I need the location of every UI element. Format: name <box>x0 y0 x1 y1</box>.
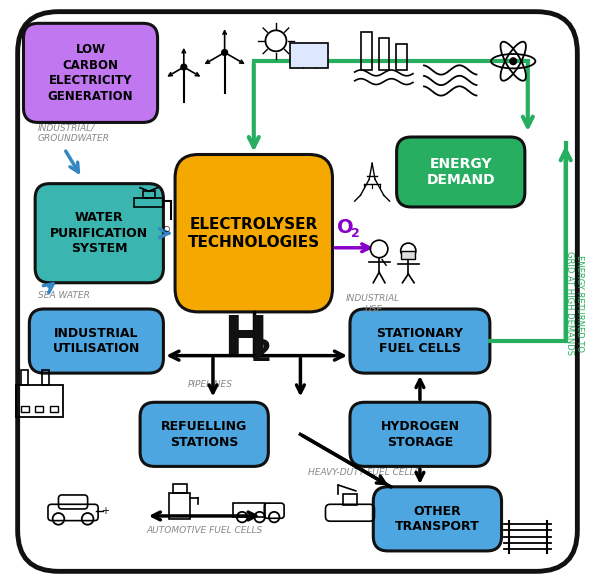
Bar <box>16 385 62 417</box>
Bar <box>396 44 406 70</box>
Bar <box>343 494 357 505</box>
FancyBboxPatch shape <box>23 23 158 122</box>
Circle shape <box>222 50 227 55</box>
FancyBboxPatch shape <box>373 487 502 551</box>
Bar <box>233 503 265 517</box>
Text: O: O <box>337 218 353 237</box>
Text: +: + <box>101 505 109 516</box>
Text: REFUELLING
STATIONS: REFUELLING STATIONS <box>161 420 248 448</box>
Text: LOW
CARBON
ELECTRICITY
GENERATION: LOW CARBON ELECTRICITY GENERATION <box>48 43 133 103</box>
FancyBboxPatch shape <box>350 309 490 373</box>
Text: SEA WATER: SEA WATER <box>38 292 90 300</box>
Circle shape <box>181 64 187 70</box>
Bar <box>173 484 187 493</box>
Bar <box>134 198 164 207</box>
Text: ENERGY
DEMAND: ENERGY DEMAND <box>427 157 495 187</box>
Bar <box>21 406 29 412</box>
Bar <box>361 32 371 70</box>
FancyBboxPatch shape <box>35 184 164 283</box>
Circle shape <box>510 58 516 65</box>
Bar <box>378 38 389 70</box>
FancyBboxPatch shape <box>397 137 525 207</box>
Text: PIPELINES: PIPELINES <box>187 380 233 389</box>
Text: 2: 2 <box>251 338 272 367</box>
Text: HEAVY-DUTY FUEL CELLS: HEAVY-DUTY FUEL CELLS <box>308 468 421 477</box>
Text: AUTOMOTIVE FUEL CELLS: AUTOMOTIVE FUEL CELLS <box>146 526 262 535</box>
Bar <box>143 191 155 198</box>
FancyBboxPatch shape <box>175 154 333 312</box>
Text: OTHER
TRANSPORT: OTHER TRANSPORT <box>395 505 480 533</box>
FancyBboxPatch shape <box>29 309 164 373</box>
Bar <box>35 406 43 412</box>
FancyBboxPatch shape <box>290 43 328 68</box>
FancyBboxPatch shape <box>140 402 268 466</box>
Text: ENERGY RETURNED TO
GRID AT HIGH DEMANDS: ENERGY RETURNED TO GRID AT HIGH DEMANDS <box>565 251 584 355</box>
Text: INDUSTRIAL/
GROUNDWATER: INDUSTRIAL/ GROUNDWATER <box>38 124 110 143</box>
Text: H: H <box>223 313 267 366</box>
Text: ELECTROLYSER
TECHNOLOGIES: ELECTROLYSER TECHNOLOGIES <box>187 217 320 250</box>
Text: INDUSTRIAL
USE: INDUSTRIAL USE <box>346 294 400 314</box>
Bar <box>42 370 49 385</box>
FancyBboxPatch shape <box>350 402 490 466</box>
Text: 2: 2 <box>351 227 360 240</box>
FancyBboxPatch shape <box>18 12 577 571</box>
Bar <box>401 251 415 259</box>
Text: ○: ○ <box>162 224 170 233</box>
Text: HYDROGEN
STORAGE: HYDROGEN STORAGE <box>380 420 459 448</box>
Text: INDUSTRIAL
UTILISATION: INDUSTRIAL UTILISATION <box>53 327 140 355</box>
Bar <box>50 406 58 412</box>
Bar <box>169 493 190 519</box>
Bar <box>21 370 28 385</box>
Text: STATIONARY
FUEL CELLS: STATIONARY FUEL CELLS <box>377 327 464 355</box>
Text: WATER
PURIFICATION
SYSTEM: WATER PURIFICATION SYSTEM <box>50 211 148 255</box>
